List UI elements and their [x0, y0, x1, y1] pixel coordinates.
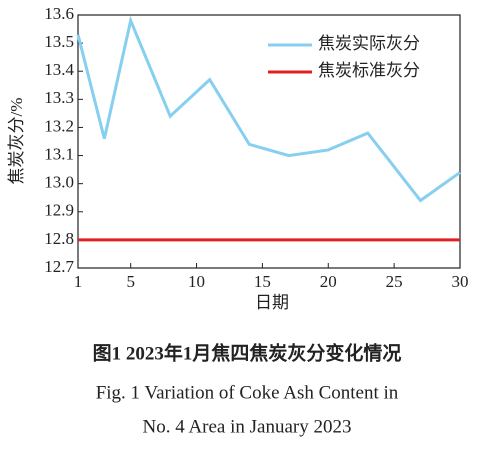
- y-tick-label: 13.1: [44, 144, 74, 163]
- series-line: [76, 15, 461, 203]
- y-tick-label: 12.8: [44, 229, 74, 248]
- x-tick-label: 30: [452, 272, 469, 291]
- caption-en: Fig. 1 Variation of Coke Ash Content in: [96, 382, 399, 403]
- x-tick-label: 5: [126, 272, 135, 291]
- x-axis-label: 日期: [255, 293, 289, 312]
- y-tick-label: 13.6: [44, 4, 74, 23]
- x-tick-label: 15: [254, 272, 271, 291]
- y-tick-label: 13.3: [44, 88, 74, 107]
- y-tick-label: 13.2: [44, 116, 74, 135]
- y-tick-label: 13.0: [44, 173, 74, 192]
- plot-frame: [77, 14, 461, 269]
- legend-label: 焦炭标准灰分: [318, 61, 420, 80]
- x-tick-label: 1: [74, 272, 83, 291]
- legend-label: 焦炭实际灰分: [318, 34, 420, 53]
- caption-en: No. 4 Area in January 2023: [143, 416, 352, 437]
- y-tick-label: 12.7: [44, 257, 74, 276]
- y-tick-label: 13.4: [44, 60, 74, 79]
- caption-cn: 图1 2023年1月焦四焦炭灰分变化情况: [93, 341, 402, 364]
- y-axis-label: 焦炭灰分/%: [7, 98, 26, 185]
- x-tick-label: 10: [188, 272, 205, 291]
- y-tick-label: 12.9: [44, 201, 74, 220]
- x-tick-label: 25: [386, 272, 403, 291]
- y-tick-label: 13.5: [44, 32, 74, 51]
- x-tick-label: 20: [320, 272, 337, 291]
